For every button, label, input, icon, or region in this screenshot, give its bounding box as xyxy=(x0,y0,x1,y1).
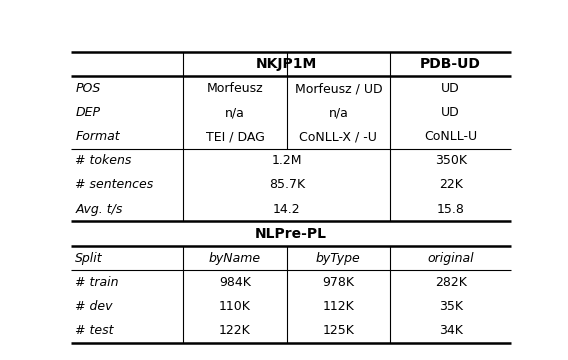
Text: 110K: 110K xyxy=(219,300,251,313)
Text: byName: byName xyxy=(209,252,261,265)
Text: # tokens: # tokens xyxy=(76,154,132,167)
Text: 22K: 22K xyxy=(438,179,462,192)
Text: original: original xyxy=(427,252,474,265)
Text: 282K: 282K xyxy=(435,276,466,289)
Text: Split: Split xyxy=(76,252,103,265)
Text: 1.2M: 1.2M xyxy=(272,154,302,167)
Text: CoNLL-U: CoNLL-U xyxy=(424,130,477,143)
Text: NLPre-PL: NLPre-PL xyxy=(255,227,327,240)
Text: Morfeusz / UD: Morfeusz / UD xyxy=(295,82,382,95)
Text: 984K: 984K xyxy=(219,276,251,289)
Text: Format: Format xyxy=(76,130,120,143)
Text: 34K: 34K xyxy=(438,324,462,337)
Text: Morfeusz: Morfeusz xyxy=(207,82,264,95)
Text: n/a: n/a xyxy=(328,106,348,119)
Text: Avg. t/s: Avg. t/s xyxy=(76,203,123,216)
Text: 125K: 125K xyxy=(323,324,354,337)
Text: 14.2: 14.2 xyxy=(273,203,300,216)
Text: 350K: 350K xyxy=(435,154,467,167)
Text: TEI / DAG: TEI / DAG xyxy=(206,130,265,143)
Text: # test: # test xyxy=(76,324,114,337)
Text: 85.7K: 85.7K xyxy=(269,179,305,192)
Text: UD: UD xyxy=(441,82,460,95)
Text: 15.8: 15.8 xyxy=(437,203,465,216)
Text: DEP: DEP xyxy=(76,106,101,119)
Text: PDB-UD: PDB-UD xyxy=(420,57,481,71)
Text: n/a: n/a xyxy=(225,106,245,119)
Text: 112K: 112K xyxy=(323,300,354,313)
Text: # sentences: # sentences xyxy=(76,179,154,192)
Text: 978K: 978K xyxy=(323,276,354,289)
Text: # dev: # dev xyxy=(76,300,113,313)
Text: CoNLL-X / -U: CoNLL-X / -U xyxy=(299,130,377,143)
Text: UD: UD xyxy=(441,106,460,119)
Text: NKJP1M: NKJP1M xyxy=(256,57,318,71)
Text: 35K: 35K xyxy=(438,300,463,313)
Text: byType: byType xyxy=(316,252,361,265)
Text: 122K: 122K xyxy=(219,324,251,337)
Text: POS: POS xyxy=(76,82,101,95)
Text: # train: # train xyxy=(76,276,119,289)
